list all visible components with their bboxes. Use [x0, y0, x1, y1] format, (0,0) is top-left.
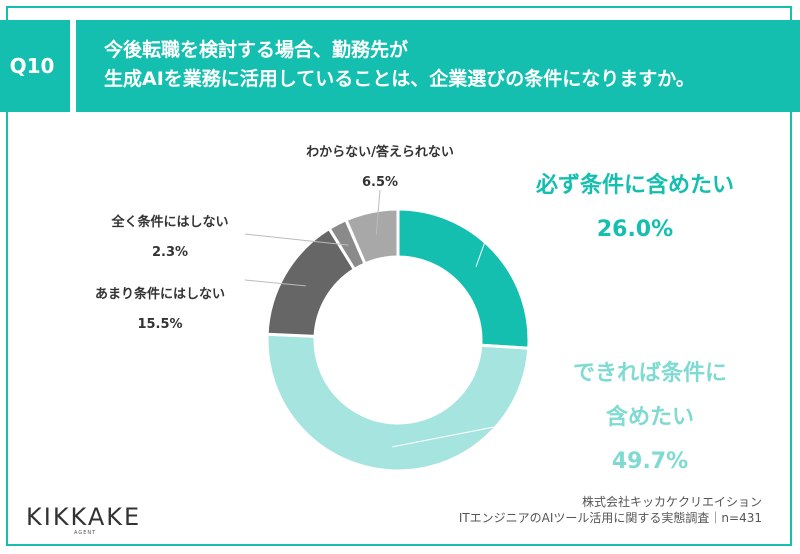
source-company: 株式会社キッカケクリエイション	[581, 495, 762, 509]
question-number: Q10	[9, 54, 55, 78]
label-must: 必ず条件に含めたい 26.0%	[510, 164, 760, 252]
slice-unknown	[344, 207, 400, 266]
label-rarely: あまり条件にはしない 15.5%	[60, 280, 260, 340]
question-title-line2: 生成AIを業務に活用していることは、企業選びの条件になりますか。	[104, 68, 695, 90]
label-rarely-name: あまり条件にはしない	[94, 287, 225, 302]
label-never-value: 2.3%	[151, 245, 189, 260]
leader-must	[475, 199, 501, 267]
label-if-possible-name2: 含めたい	[605, 405, 694, 430]
question-title-line1: 今後転職を検討する場合、勤務先が	[104, 39, 409, 61]
label-must-name: 必ず条件に含めたい	[535, 173, 734, 198]
leader-never	[244, 233, 349, 246]
slice-must	[396, 207, 531, 350]
label-if-possible-name1: できれば条件に	[572, 361, 727, 386]
label-must-value: 26.0%	[596, 217, 674, 242]
label-if-possible-value: 49.7%	[611, 449, 689, 474]
question-header: Q10 今後転職を検討する場合、勤務先が 生成AIを業務に活用していることは、企…	[0, 20, 800, 112]
label-never-name: 全く条件にはしない	[111, 215, 229, 230]
header-separator	[70, 20, 76, 112]
question-title: 今後転職を検討する場合、勤務先が 生成AIを業務に活用していることは、企業選びの…	[104, 36, 780, 94]
slice-if-possible	[265, 332, 531, 473]
label-unknown: わからない/答えられない 6.5%	[280, 138, 480, 198]
leader-if-possible	[392, 417, 541, 448]
label-unknown-name: わからない/答えられない	[306, 145, 454, 160]
label-if-possible: できれば条件に 含めたい 49.7%	[540, 352, 760, 484]
source-survey: ITエンジニアのAIツール活用に関する実態調査｜n=431	[458, 511, 762, 525]
kikkake-logo-sub: AGENT	[74, 530, 97, 536]
leader-unknown	[375, 189, 381, 236]
label-never: 全く条件にはしない 2.3%	[80, 208, 260, 268]
outer-frame	[6, 6, 792, 546]
source-note: 株式会社キッカケクリエイション ITエンジニアのAIツール活用に関する実態調査｜…	[459, 494, 762, 526]
label-rarely-value: 15.5%	[137, 317, 183, 332]
kikkake-logo: KIKKAKE	[26, 503, 142, 531]
label-unknown-value: 6.5%	[361, 175, 399, 190]
leader-rarely	[244, 279, 306, 287]
